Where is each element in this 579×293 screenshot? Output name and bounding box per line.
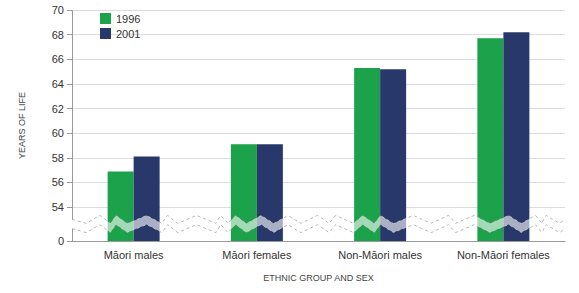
svg-text:70: 70 <box>52 4 64 16</box>
svg-text:Non-Māori females: Non-Māori females <box>457 249 550 261</box>
svg-text:66: 66 <box>52 53 64 65</box>
svg-text:Māori females: Māori females <box>222 249 292 261</box>
svg-text:60: 60 <box>52 127 64 139</box>
svg-text:58: 58 <box>52 152 64 164</box>
svg-text:2001: 2001 <box>116 28 140 40</box>
svg-text:YEARS OF LIFE: YEARS OF LIFE <box>17 92 27 159</box>
svg-text:62: 62 <box>52 103 64 115</box>
svg-text:Māori males: Māori males <box>104 249 164 261</box>
svg-text:54: 54 <box>52 201 64 213</box>
svg-text:56: 56 <box>52 176 64 188</box>
svg-text:1996: 1996 <box>116 13 140 25</box>
svg-text:Non-Māori males: Non-Māori males <box>338 249 422 261</box>
svg-text:64: 64 <box>52 78 64 90</box>
svg-text:0: 0 <box>58 235 64 247</box>
svg-text:68: 68 <box>52 29 64 41</box>
svg-text:ETHNIC GROUP AND SEX: ETHNIC GROUP AND SEX <box>263 273 373 283</box>
